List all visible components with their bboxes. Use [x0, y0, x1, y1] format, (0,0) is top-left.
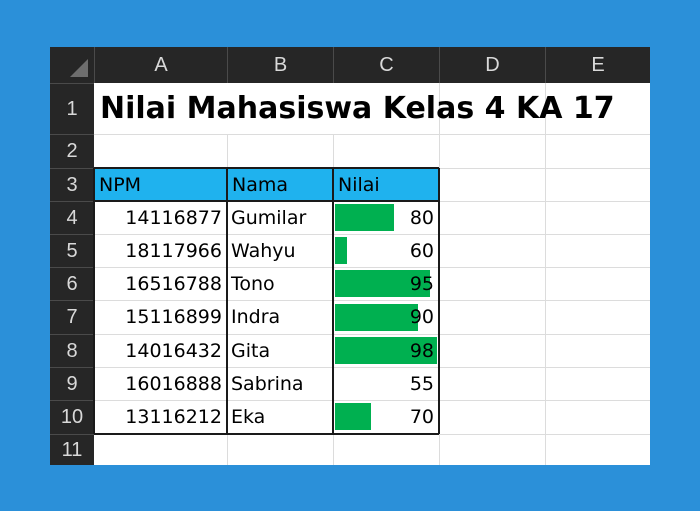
- npm-cell[interactable]: 14016432: [125, 339, 222, 362]
- row-header-11[interactable]: 11: [50, 434, 94, 465]
- nama-cell[interactable]: Sabrina: [231, 372, 304, 395]
- select-all-triangle-icon: [70, 59, 88, 77]
- column-header-d[interactable]: D: [439, 47, 545, 83]
- npm-cell[interactable]: 16516788: [125, 272, 222, 295]
- row-header-10[interactable]: 10: [50, 400, 94, 434]
- gridline: [94, 134, 650, 135]
- nama-cell[interactable]: Gita: [231, 339, 271, 362]
- nilai-cell[interactable]: 90: [409, 305, 434, 328]
- table-border: [93, 168, 95, 434]
- gridline: [94, 267, 650, 268]
- gridline: [545, 83, 546, 465]
- table-border: [332, 168, 334, 434]
- nilai-data-bar: [335, 204, 395, 231]
- nilai-data-bar: [335, 304, 418, 331]
- table-border: [226, 168, 228, 434]
- header-cell-nilai[interactable]: Nilai: [333, 168, 439, 201]
- gridline: [94, 334, 650, 335]
- nilai-data-bar: [335, 270, 430, 297]
- row-header-7[interactable]: 7: [50, 300, 94, 334]
- npm-cell[interactable]: 14116877: [125, 206, 222, 229]
- table-border: [94, 433, 439, 435]
- row-header-5[interactable]: 5: [50, 234, 94, 267]
- table-border: [94, 167, 439, 169]
- nama-cell[interactable]: Wahyu: [231, 239, 296, 262]
- gridline: [94, 400, 650, 401]
- nama-cell[interactable]: Eka: [231, 405, 266, 428]
- nilai-cell[interactable]: 80: [409, 206, 434, 229]
- sheet-title[interactable]: Nilai Mahasiswa Kelas 4 KA 17: [100, 91, 615, 126]
- row-header-3[interactable]: 3: [50, 168, 94, 201]
- row-header-6[interactable]: 6: [50, 267, 94, 300]
- column-header-c[interactable]: C: [333, 47, 439, 83]
- gridline: [94, 300, 650, 301]
- npm-cell[interactable]: 18117966: [125, 239, 222, 262]
- column-header-b[interactable]: B: [227, 47, 333, 83]
- gridline: [94, 367, 650, 368]
- npm-cell[interactable]: 16016888: [125, 372, 222, 395]
- nama-cell[interactable]: Indra: [231, 305, 281, 328]
- table-border: [438, 168, 440, 434]
- nilai-data-bar: [335, 403, 371, 430]
- nama-cell[interactable]: Tono: [231, 272, 275, 295]
- spreadsheet-grid: A B C D E 1 2 3 4 5 6 7 8 9 10 11 Nilai …: [50, 47, 650, 465]
- npm-cell[interactable]: 13116212: [125, 405, 222, 428]
- nilai-cell[interactable]: 98: [409, 339, 434, 362]
- row-header-1[interactable]: 1: [50, 83, 94, 134]
- nilai-data-bar: [335, 337, 437, 364]
- column-header-e[interactable]: E: [545, 47, 650, 83]
- select-all-corner[interactable]: [50, 47, 94, 83]
- nilai-data-bar: [335, 237, 347, 264]
- header-cell-nama[interactable]: Nama: [227, 168, 333, 201]
- nilai-cell[interactable]: 55: [409, 372, 434, 395]
- npm-cell[interactable]: 15116899: [125, 305, 222, 328]
- row-header-2[interactable]: 2: [50, 134, 94, 168]
- header-cell-npm[interactable]: NPM: [94, 168, 227, 201]
- row-header-9[interactable]: 9: [50, 367, 94, 400]
- nilai-cell[interactable]: 95: [409, 272, 434, 295]
- row-header-4[interactable]: 4: [50, 201, 94, 234]
- table-border: [94, 200, 439, 202]
- nilai-cell[interactable]: 70: [409, 405, 434, 428]
- nama-cell[interactable]: Gumilar: [231, 206, 307, 229]
- row-header-8[interactable]: 8: [50, 334, 94, 367]
- column-header-a[interactable]: A: [94, 47, 227, 83]
- nilai-cell[interactable]: 60: [409, 239, 434, 262]
- gridline: [94, 234, 650, 235]
